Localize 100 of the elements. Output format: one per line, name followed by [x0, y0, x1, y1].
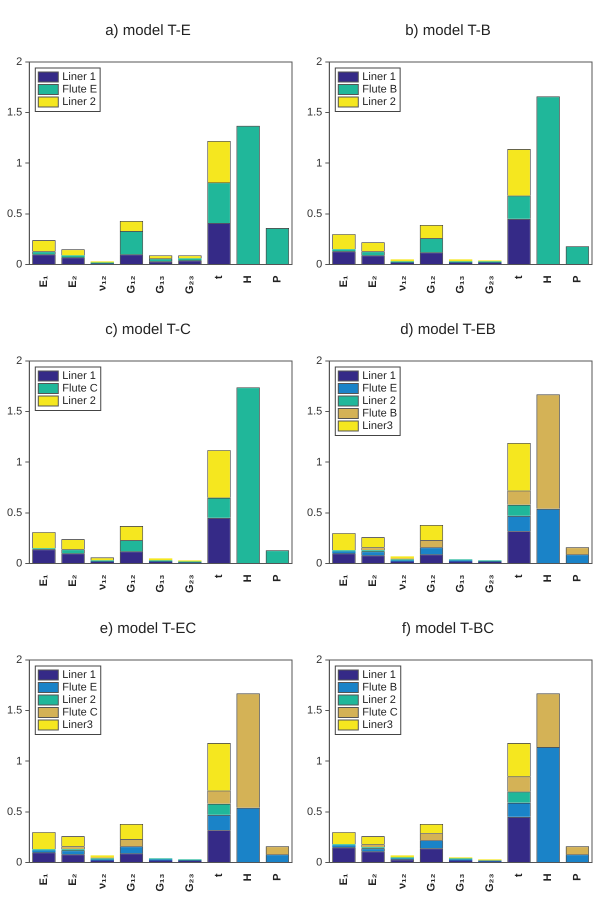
x-tick-label: P — [271, 275, 284, 283]
x-tick-label: E₁ — [38, 574, 50, 586]
legend-label: Flute E — [62, 84, 98, 96]
legend-label: Liner 2 — [62, 694, 96, 706]
y-tick-label: 2 — [316, 56, 322, 68]
y-tick-label: 1.5 — [6, 406, 22, 418]
legend-label: Flute E — [362, 382, 398, 395]
y-tick-label: 0.5 — [306, 208, 322, 220]
y-tick-label: 0.5 — [6, 506, 22, 519]
x-tick-label: P — [571, 574, 584, 582]
x-tick-label: G₁₃ — [154, 275, 167, 294]
y-tick-label: 0 — [316, 258, 322, 270]
x-tick-label: G₁₃ — [454, 574, 467, 593]
chart-title: e) model T-EC — [100, 620, 196, 638]
y-tick-label: 2 — [316, 355, 322, 368]
y-tick-label: 0 — [16, 558, 22, 570]
y-tick-label: 1.5 — [6, 704, 22, 717]
y-tick-label: 0 — [16, 258, 22, 270]
y-tick-label: 1 — [316, 456, 322, 468]
legend-label: Liner 1 — [362, 370, 396, 382]
x-tick-label: G₁₃ — [154, 574, 167, 593]
x-tick-label: H — [542, 873, 554, 882]
y-tick-label: 0.5 — [306, 506, 322, 519]
x-tick-label: H — [242, 574, 254, 582]
x-tick-label: H — [242, 275, 254, 284]
x-tick-label: G₁₂ — [125, 873, 138, 892]
y-tick-label: 1.5 — [306, 106, 322, 119]
x-tick-label: E₂ — [67, 873, 80, 886]
x-tick-label: E₁ — [338, 574, 350, 586]
x-tick-label: H — [242, 873, 254, 882]
legend-label: Flute B — [362, 682, 398, 694]
y-tick-label: 0.5 — [6, 208, 22, 220]
y-tick-label: 0 — [316, 558, 322, 570]
legend-label: Liner 2 — [362, 395, 396, 408]
legend-label: Liner 2 — [62, 395, 96, 408]
y-tick-label: 0.5 — [6, 806, 22, 818]
x-tick-label: E₂ — [67, 275, 80, 288]
x-tick-label: G₁₂ — [125, 574, 138, 592]
legend-label: Liner 1 — [362, 669, 396, 682]
legend-label: Flute B — [362, 408, 398, 420]
x-tick-label: P — [271, 574, 284, 582]
legend-label: Liner 2 — [362, 694, 396, 706]
x-tick-label: E₁ — [338, 873, 350, 886]
x-tick-label: G₂₃ — [184, 873, 196, 892]
legend-label: Flute C — [62, 706, 98, 719]
x-tick-label: ν₁₂ — [396, 873, 408, 890]
x-tick-label: t — [513, 873, 526, 878]
y-tick-label: 2 — [316, 654, 322, 666]
y-tick-label: 1.5 — [306, 406, 322, 418]
legend-label: Flute C — [362, 706, 398, 719]
chart-title: b) model T-B — [405, 22, 491, 40]
x-tick-label: E₁ — [38, 275, 50, 288]
chart-title: d) model T-EB — [400, 321, 496, 338]
y-tick-label: 2 — [16, 355, 22, 368]
x-tick-label: E₁ — [38, 873, 50, 886]
x-tick-label: ν₁₂ — [96, 873, 108, 890]
y-tick-label: 1 — [16, 755, 22, 768]
legend-label: Liner3 — [362, 420, 393, 432]
x-tick-label: G₂₃ — [184, 574, 196, 593]
x-tick-label: ν₁₂ — [96, 574, 108, 590]
x-tick-label: t — [513, 275, 526, 280]
y-tick-label: 2 — [16, 654, 22, 666]
chart-title: c) model T-C — [105, 321, 191, 338]
y-tick-label: 1 — [316, 755, 322, 768]
y-tick-label: 1 — [16, 456, 22, 468]
legend-label: Liner 1 — [62, 71, 96, 84]
legend-label: Liner 2 — [62, 96, 96, 108]
x-tick-label: G₁₂ — [125, 275, 138, 294]
x-tick-label: E₂ — [367, 873, 380, 886]
x-tick-label: P — [571, 873, 584, 881]
x-tick-label: G₁₃ — [454, 275, 467, 294]
y-tick-label: 1 — [316, 157, 322, 170]
x-tick-label: ν₁₂ — [96, 275, 108, 292]
y-tick-label: 0.5 — [306, 806, 322, 818]
legend-label: Liner 2 — [362, 96, 396, 108]
x-tick-label: t — [513, 574, 526, 578]
x-tick-label: G₂₃ — [484, 574, 496, 593]
x-tick-label: E₂ — [367, 275, 380, 288]
x-tick-label: G₁₂ — [425, 574, 438, 592]
y-tick-label: 1 — [16, 157, 22, 170]
x-tick-label: G₁₃ — [454, 873, 467, 892]
x-tick-label: G₂₃ — [484, 275, 496, 294]
x-tick-label: G₂₃ — [184, 275, 196, 294]
x-tick-label: ν₁₂ — [396, 275, 408, 292]
x-tick-label: E₂ — [367, 574, 380, 587]
y-tick-label: 1.5 — [6, 106, 22, 119]
legend-label: Liner 1 — [362, 71, 396, 84]
x-tick-label: P — [271, 873, 284, 881]
chart-title: f) model T-BC — [402, 620, 494, 638]
legend-label: Flute E — [62, 682, 98, 694]
legend-label: Flute C — [62, 382, 98, 395]
legend-label: Liner3 — [62, 719, 93, 732]
x-tick-label: G₁₂ — [425, 275, 438, 294]
x-tick-label: P — [571, 275, 584, 283]
legend-label: Flute B — [362, 84, 398, 96]
y-tick-label: 0 — [316, 856, 322, 868]
chart-title: a) model T-E — [105, 22, 191, 40]
x-tick-label: E₁ — [338, 275, 350, 288]
legend-label: Liner3 — [362, 719, 393, 732]
x-tick-label: t — [213, 574, 226, 578]
